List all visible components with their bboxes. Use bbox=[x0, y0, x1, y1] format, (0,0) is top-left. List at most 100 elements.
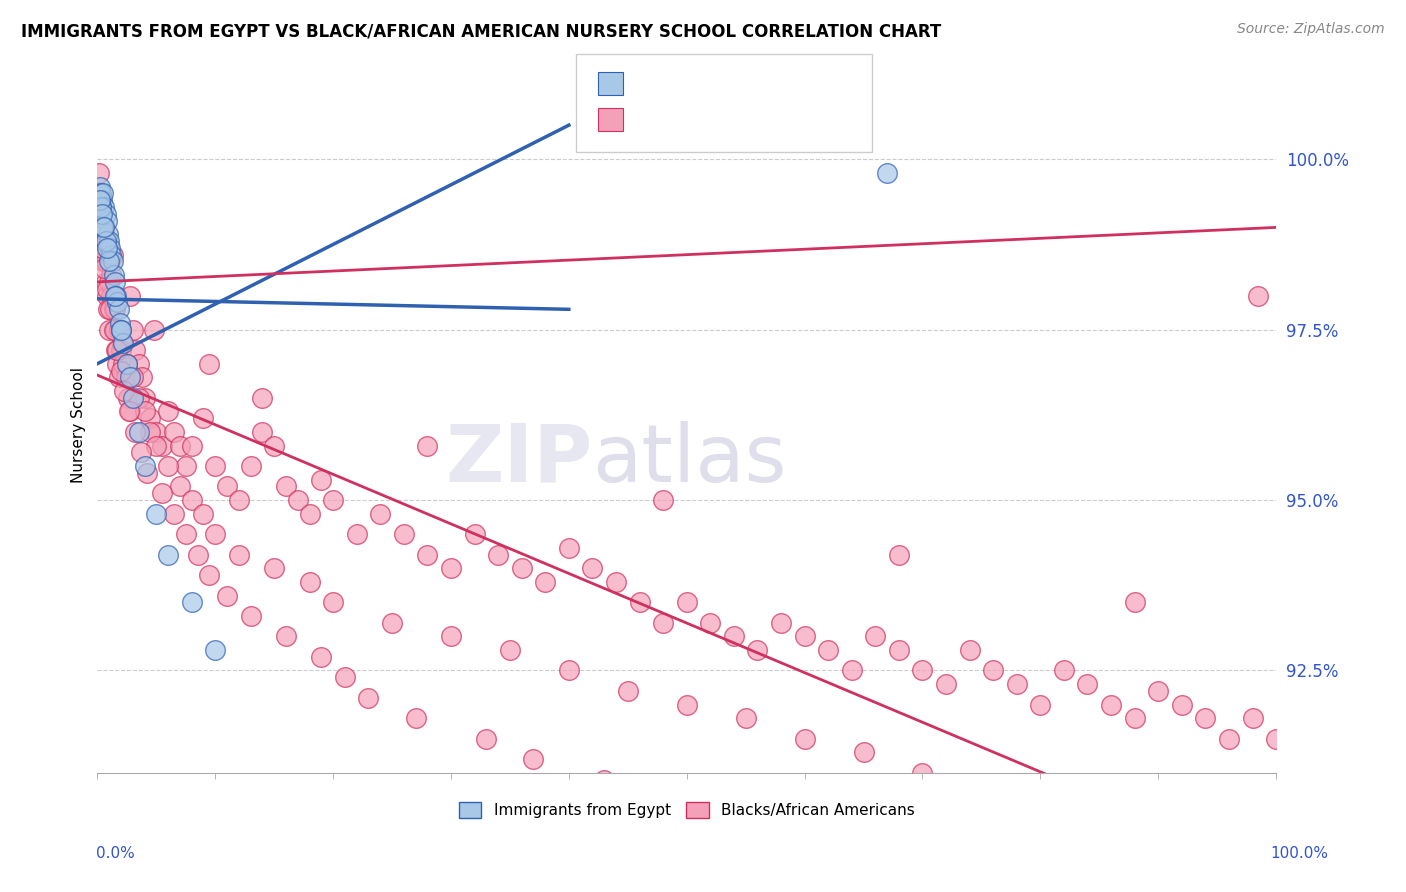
Text: 0.0%: 0.0% bbox=[96, 847, 135, 861]
Point bbox=[110, 323, 132, 337]
Point bbox=[105, 343, 128, 357]
Point bbox=[180, 493, 202, 508]
Point bbox=[174, 458, 197, 473]
Point bbox=[89, 193, 111, 207]
Point bbox=[93, 227, 115, 242]
Point bbox=[239, 609, 262, 624]
Point bbox=[163, 425, 186, 439]
Text: N = 199: N = 199 bbox=[773, 109, 842, 127]
Point bbox=[103, 302, 125, 317]
Point bbox=[198, 568, 221, 582]
Point bbox=[392, 527, 415, 541]
Point bbox=[111, 336, 134, 351]
Text: atlas: atlas bbox=[592, 421, 787, 499]
Point bbox=[108, 316, 131, 330]
Point bbox=[876, 166, 898, 180]
Point bbox=[357, 690, 380, 705]
Point bbox=[112, 357, 135, 371]
Point bbox=[1123, 595, 1146, 609]
Point bbox=[298, 574, 321, 589]
Point bbox=[187, 548, 209, 562]
Point bbox=[274, 629, 297, 643]
Point bbox=[100, 248, 122, 262]
Point bbox=[98, 254, 121, 268]
Point bbox=[135, 466, 157, 480]
Point bbox=[124, 343, 146, 357]
Point bbox=[1265, 868, 1288, 882]
Point bbox=[464, 527, 486, 541]
Point bbox=[617, 684, 640, 698]
Point bbox=[204, 458, 226, 473]
Point bbox=[1194, 711, 1216, 725]
Point bbox=[128, 391, 150, 405]
Point bbox=[101, 254, 124, 268]
Point bbox=[322, 595, 344, 609]
Point bbox=[101, 248, 124, 262]
Point bbox=[368, 507, 391, 521]
Point bbox=[145, 507, 167, 521]
Point bbox=[108, 323, 131, 337]
Point bbox=[723, 629, 745, 643]
Point bbox=[959, 643, 981, 657]
Point bbox=[640, 793, 662, 807]
Point bbox=[107, 323, 129, 337]
Point bbox=[1147, 684, 1170, 698]
Point bbox=[105, 295, 128, 310]
Point bbox=[139, 411, 162, 425]
Point bbox=[91, 220, 114, 235]
Point bbox=[93, 220, 115, 235]
Point bbox=[1076, 677, 1098, 691]
Point bbox=[828, 855, 851, 869]
Point bbox=[134, 391, 156, 405]
Point bbox=[110, 323, 132, 337]
Point bbox=[91, 186, 114, 201]
Point bbox=[90, 200, 112, 214]
Point bbox=[416, 548, 439, 562]
Point bbox=[91, 234, 114, 248]
Point bbox=[180, 595, 202, 609]
Point bbox=[124, 425, 146, 439]
Point bbox=[1029, 800, 1052, 814]
Point bbox=[117, 391, 139, 405]
Point bbox=[87, 186, 110, 201]
Point bbox=[90, 186, 112, 201]
Point bbox=[101, 288, 124, 302]
Point bbox=[103, 323, 125, 337]
Point bbox=[157, 458, 180, 473]
Point bbox=[593, 772, 616, 787]
Point bbox=[98, 254, 121, 268]
Point bbox=[711, 814, 734, 828]
Point bbox=[581, 561, 603, 575]
Point bbox=[131, 370, 153, 384]
Point bbox=[499, 643, 522, 657]
Point bbox=[1241, 711, 1264, 725]
Point bbox=[100, 268, 122, 282]
Point bbox=[163, 507, 186, 521]
Point bbox=[98, 275, 121, 289]
Point bbox=[865, 629, 887, 643]
Point bbox=[105, 343, 128, 357]
Point bbox=[134, 404, 156, 418]
Point bbox=[333, 670, 356, 684]
Point bbox=[87, 186, 110, 201]
Point bbox=[107, 302, 129, 317]
Point bbox=[346, 527, 368, 541]
Point bbox=[534, 574, 557, 589]
Point bbox=[94, 275, 117, 289]
Point bbox=[157, 404, 180, 418]
Text: ZIP: ZIP bbox=[446, 421, 592, 499]
Point bbox=[793, 731, 815, 746]
Point bbox=[110, 363, 132, 377]
Point bbox=[91, 234, 114, 248]
Point bbox=[97, 302, 120, 317]
Point bbox=[1218, 731, 1240, 746]
Point bbox=[1099, 698, 1122, 712]
Point bbox=[134, 458, 156, 473]
Point bbox=[1123, 711, 1146, 725]
Point bbox=[1206, 847, 1229, 862]
Point bbox=[970, 780, 993, 794]
Point bbox=[215, 589, 238, 603]
Point bbox=[107, 370, 129, 384]
Point bbox=[115, 357, 138, 371]
Point bbox=[263, 561, 285, 575]
